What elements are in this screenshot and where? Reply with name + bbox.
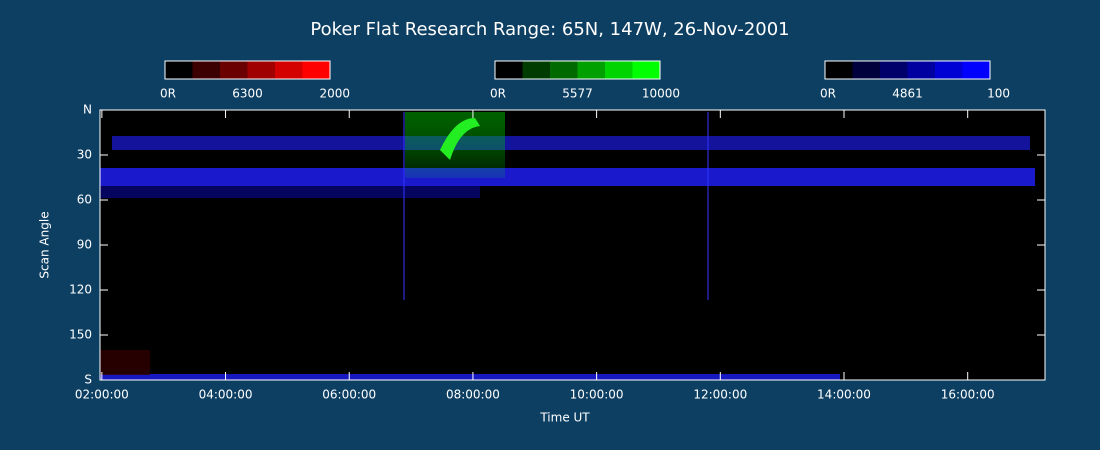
colorbar-segment — [632, 61, 661, 79]
colorbar-segment — [935, 61, 963, 79]
band — [100, 168, 1035, 186]
x-tick-label: 04:00:00 — [199, 388, 253, 402]
colorbar-min-label: 0R — [820, 87, 836, 101]
colorbar-segment — [302, 61, 331, 79]
colorbar-max-label: 100 — [987, 87, 1010, 101]
x-axis-label: Time UT — [539, 411, 590, 425]
x-tick-label: 14:00:00 — [817, 388, 871, 402]
x-tick-label: 02:00:00 — [75, 388, 129, 402]
colorbar-min-label: 0R — [490, 87, 506, 101]
colorbar-segment — [577, 61, 606, 79]
band — [112, 136, 1030, 150]
colorbar-name: 4861 — [892, 87, 923, 101]
colorbar-segment — [220, 61, 248, 79]
colorbar-segment — [275, 61, 303, 79]
colorbar-segment — [907, 61, 936, 79]
band — [100, 186, 480, 198]
x-tick-label: 16:00:00 — [941, 388, 995, 402]
colorbar-frame — [164, 60, 331, 80]
y-tick-label: 120 — [69, 283, 92, 297]
x-tick-label: 06:00:00 — [322, 388, 376, 402]
colorbar-segment — [522, 61, 551, 79]
colorbar-segment — [880, 61, 908, 79]
x-tick-label: 12:00:00 — [693, 388, 747, 402]
image-background — [100, 110, 1045, 380]
colorbar-segment — [165, 61, 193, 79]
red-patch — [100, 350, 150, 375]
colorbar-name: 6300 — [232, 87, 263, 101]
y-tick-label: 90 — [77, 238, 92, 252]
y-tick-label: S — [84, 373, 92, 387]
y-tick-label: 60 — [77, 193, 92, 207]
colorbar-frame — [494, 60, 661, 80]
colorbar-segment — [605, 61, 633, 79]
colorbar-name: 5577 — [562, 87, 593, 101]
colorbar-max-label: 10000 — [642, 87, 680, 101]
colorbar-segment — [495, 61, 523, 79]
colorbar-frame — [824, 60, 991, 80]
colorbar-segment — [825, 61, 853, 79]
band — [100, 374, 840, 380]
keogram-image — [100, 110, 1045, 380]
chart-title: Poker Flat Research Range: 65N, 147W, 26… — [310, 19, 789, 40]
colorbar-segment — [192, 61, 221, 79]
y-tick-label: 150 — [69, 328, 92, 342]
y-tick-label: 30 — [77, 148, 92, 162]
colorbar-max-label: 2000 — [319, 87, 350, 101]
colorbar-segment — [247, 61, 276, 79]
y-tick-label: N — [83, 103, 92, 117]
colorbar-segment — [962, 61, 991, 79]
x-tick-label: 10:00:00 — [570, 388, 624, 402]
x-tick-label: 08:00:00 — [446, 388, 500, 402]
colorbar-min-label: 0R — [160, 87, 176, 101]
green-arc — [440, 118, 480, 160]
colorbar-segment — [852, 61, 881, 79]
y-axis-label: Scan Angle — [38, 211, 52, 278]
colorbar-segment — [550, 61, 578, 79]
